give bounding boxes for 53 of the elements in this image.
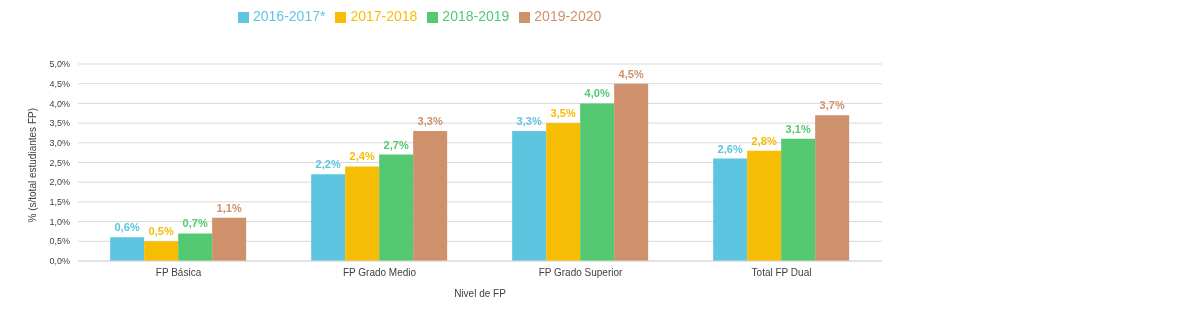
bar bbox=[110, 237, 145, 261]
bar bbox=[747, 150, 782, 261]
data-label: 1,1% bbox=[216, 201, 242, 214]
y-tick-label: 0,5% bbox=[49, 236, 70, 247]
y-tick-label: 3,5% bbox=[49, 118, 70, 129]
data-label: 3,7% bbox=[819, 99, 845, 112]
bar bbox=[614, 83, 649, 261]
y-axis-title: % (s/total estudiantes FP) bbox=[26, 108, 38, 223]
data-label: 2,7% bbox=[383, 138, 409, 151]
bar bbox=[713, 158, 748, 261]
data-label: 2,8% bbox=[751, 134, 777, 147]
data-label: 2,2% bbox=[315, 158, 341, 171]
data-label: 4,0% bbox=[584, 87, 610, 100]
legend-label: 2018-2019 bbox=[442, 8, 510, 24]
bar bbox=[345, 166, 380, 261]
legend-label: 2017-2018 bbox=[350, 8, 418, 24]
data-label: 3,5% bbox=[550, 107, 576, 120]
data-label: 4,5% bbox=[618, 67, 644, 80]
bar bbox=[580, 103, 615, 261]
y-tick-label: 4,0% bbox=[49, 98, 70, 109]
data-label: 3,3% bbox=[417, 114, 443, 127]
y-tick-label: 5,0% bbox=[49, 59, 70, 70]
bar bbox=[815, 115, 850, 261]
y-tick-label: 2,5% bbox=[49, 157, 70, 168]
y-tick-label: 1,5% bbox=[49, 197, 70, 208]
bar bbox=[311, 174, 346, 261]
y-tick-label: 3,0% bbox=[49, 138, 70, 148]
bar bbox=[546, 123, 581, 261]
data-label: 0,6% bbox=[114, 221, 140, 234]
data-label: 2,6% bbox=[717, 142, 743, 155]
legend-label: 2016-2017* bbox=[253, 8, 326, 24]
y-tick-label: 4,5% bbox=[49, 78, 70, 89]
bar bbox=[144, 241, 179, 261]
data-label: 3,3% bbox=[516, 114, 542, 127]
data-label: 2,4% bbox=[349, 150, 375, 163]
x-tick-label: FP Básica bbox=[155, 267, 202, 279]
data-label: 0,5% bbox=[148, 225, 174, 238]
x-tick-label: FP Grado Medio bbox=[342, 267, 417, 279]
x-tick-label: Total FP Dual bbox=[751, 267, 812, 279]
bar bbox=[413, 130, 448, 261]
bar bbox=[379, 154, 414, 261]
bar bbox=[178, 233, 213, 261]
data-label: 3,1% bbox=[785, 122, 811, 135]
y-tick-label: 2,0% bbox=[49, 177, 70, 188]
data-label: 0,7% bbox=[182, 217, 208, 230]
bar bbox=[212, 217, 247, 261]
x-axis-title: Nivel de FP bbox=[454, 288, 507, 299]
legend-label: 2019-2020 bbox=[534, 8, 602, 24]
y-tick-label: 0,0% bbox=[49, 256, 70, 267]
y-tick-label: 1,0% bbox=[49, 216, 70, 227]
bar bbox=[512, 130, 547, 261]
x-tick-label: FP Grado Superior bbox=[538, 267, 624, 279]
bar bbox=[781, 138, 816, 261]
